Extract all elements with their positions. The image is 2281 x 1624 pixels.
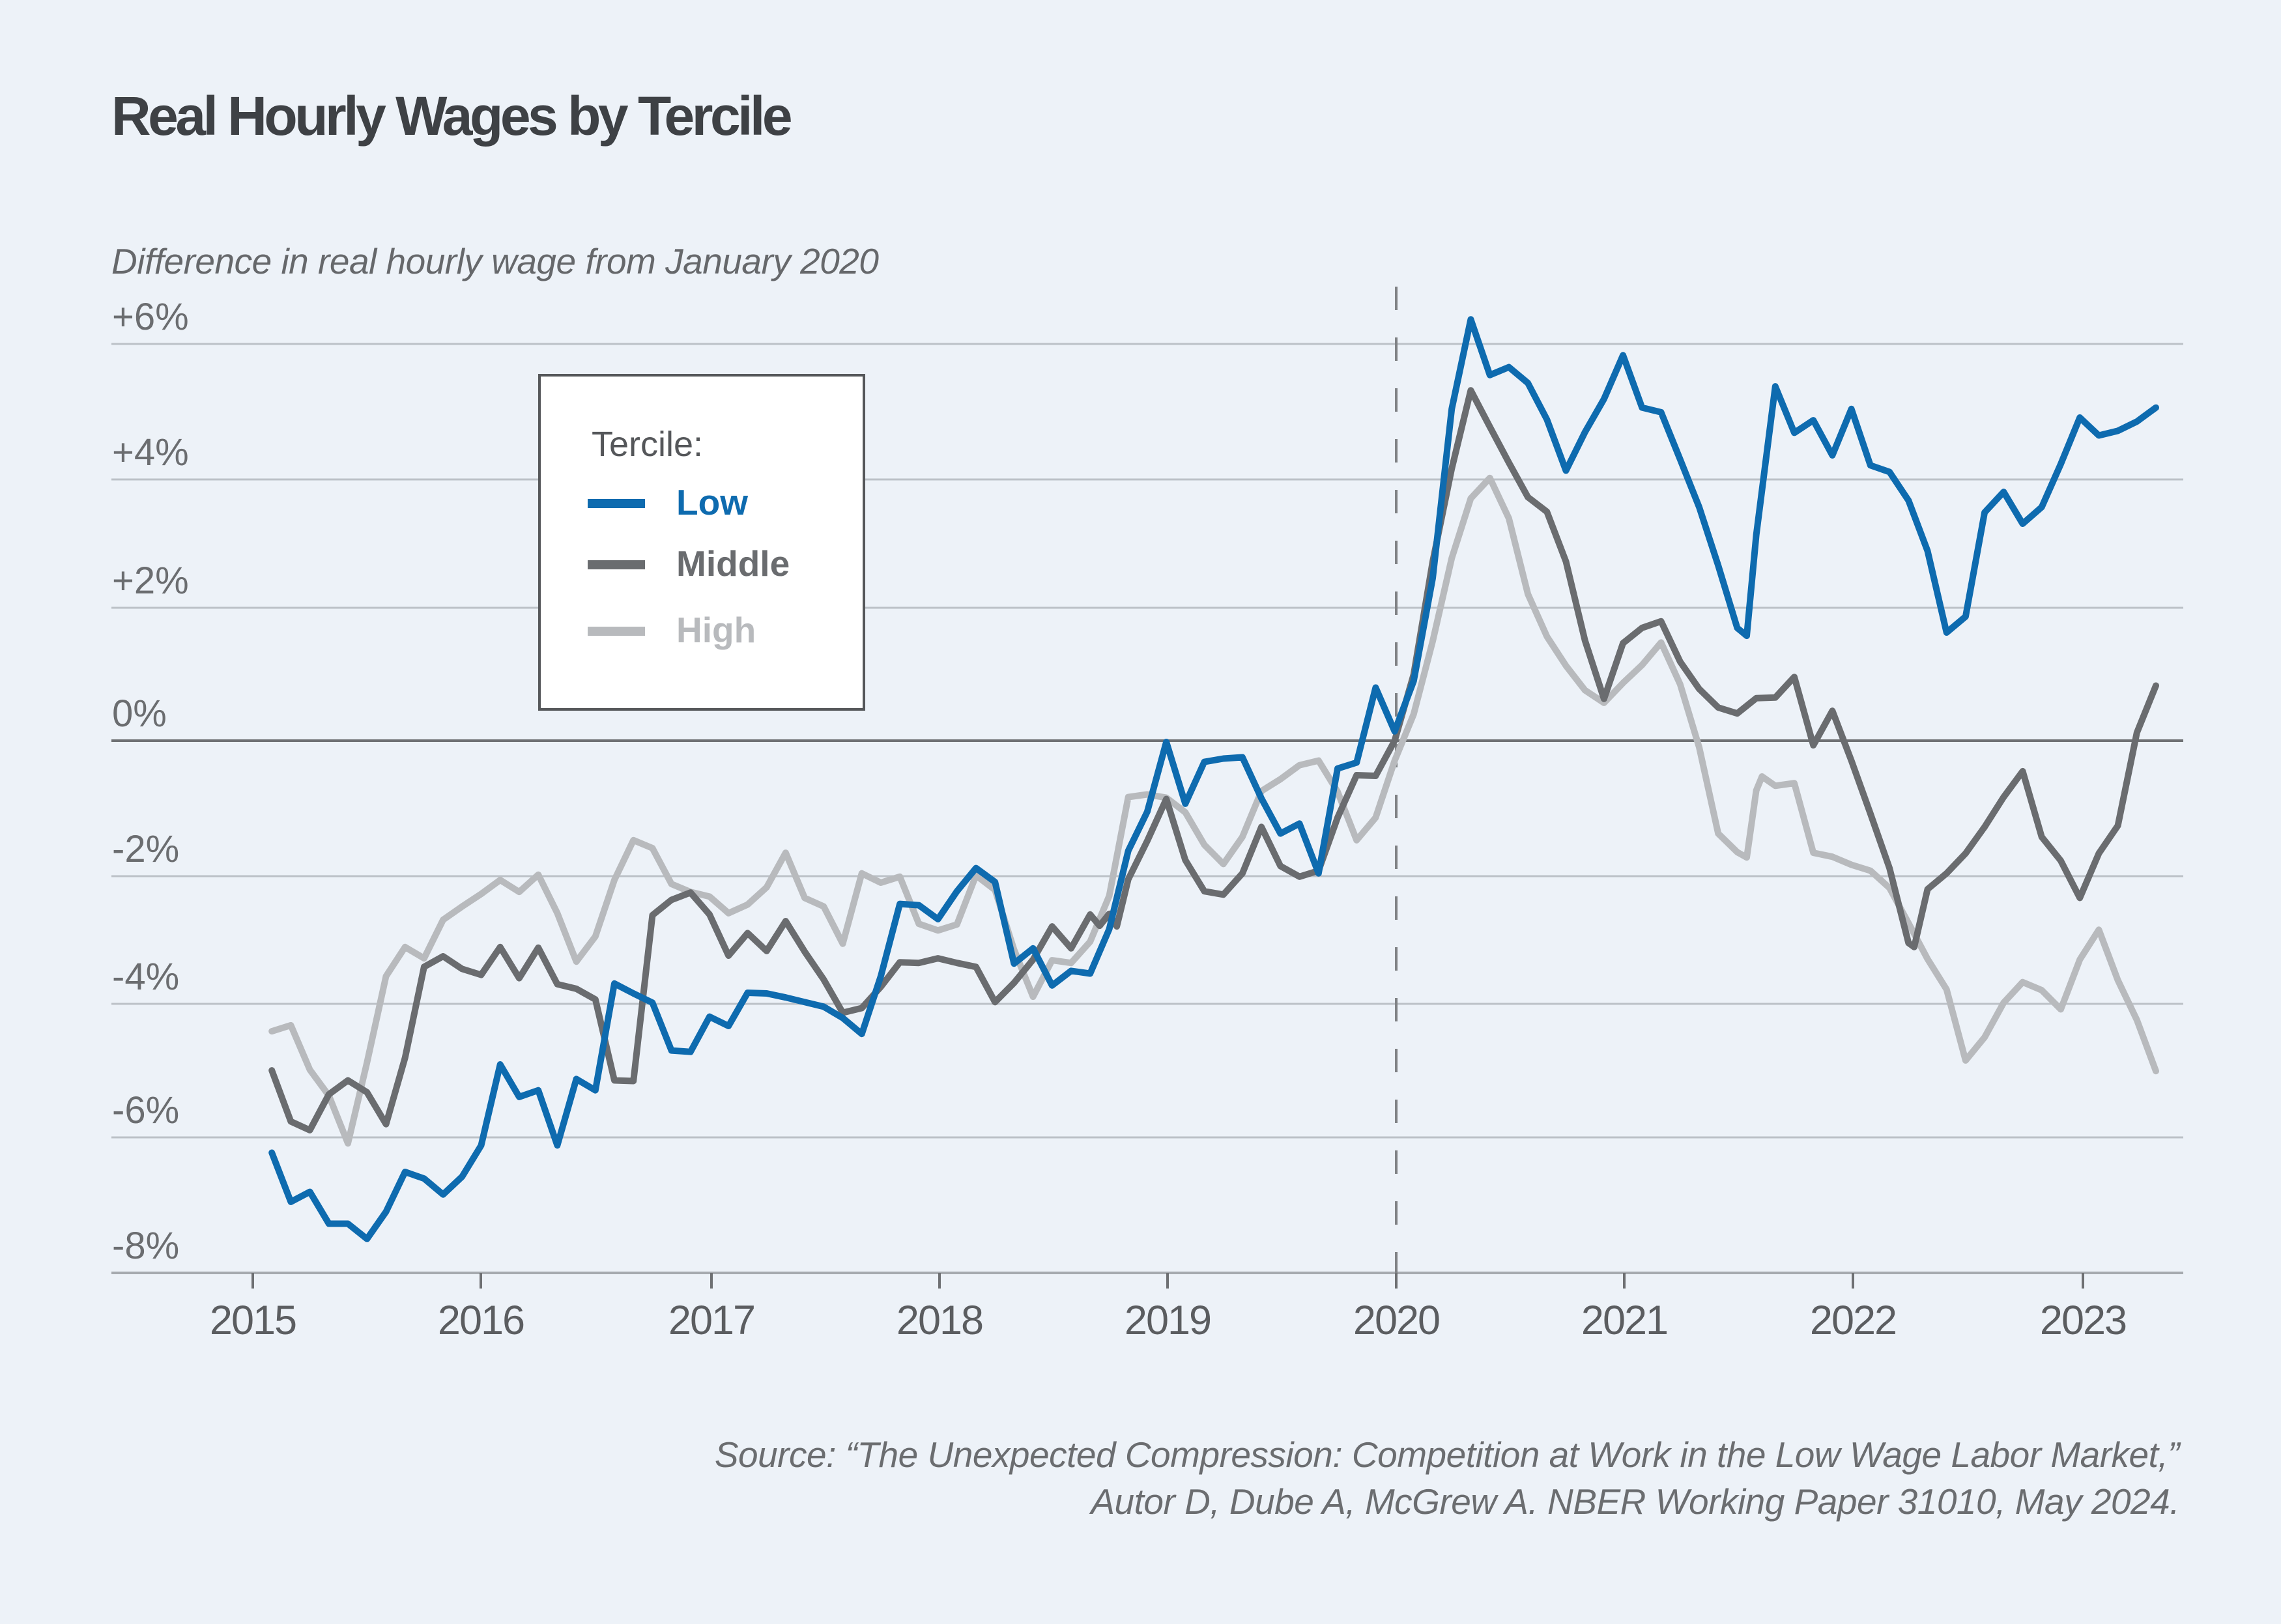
- svg-text:Tercile:: Tercile:: [592, 425, 703, 464]
- svg-text:High: High: [676, 610, 756, 650]
- svg-text:2016: 2016: [438, 1298, 524, 1343]
- svg-text:2018: 2018: [897, 1298, 983, 1343]
- svg-text:+2%: +2%: [112, 560, 189, 602]
- svg-text:2017: 2017: [668, 1298, 754, 1343]
- svg-text:Source: “The Unexpected Compre: Source: “The Unexpected Compression: Com…: [715, 1434, 2181, 1475]
- svg-text:2023: 2023: [2040, 1298, 2126, 1343]
- svg-text:0%: 0%: [112, 692, 167, 735]
- svg-text:+6%: +6%: [112, 296, 189, 338]
- svg-text:Autor D, Dube A, McGrew A. NBE: Autor D, Dube A, McGrew A. NBER Working …: [1089, 1481, 2179, 1522]
- svg-text:2020: 2020: [1353, 1298, 1439, 1343]
- svg-text:-4%: -4%: [112, 956, 179, 998]
- svg-text:+4%: +4%: [112, 431, 189, 474]
- svg-text:-2%: -2%: [112, 828, 179, 870]
- svg-text:2019: 2019: [1125, 1298, 1211, 1343]
- svg-text:Low: Low: [676, 482, 748, 522]
- svg-text:2022: 2022: [1810, 1298, 1896, 1343]
- svg-text:Middle: Middle: [676, 543, 790, 584]
- svg-text:-6%: -6%: [112, 1089, 179, 1132]
- svg-text:-8%: -8%: [112, 1225, 179, 1267]
- svg-text:2015: 2015: [210, 1298, 296, 1343]
- svg-text:2021: 2021: [1581, 1298, 1667, 1343]
- svg-text:Real Hourly Wages by Tercile: Real Hourly Wages by Tercile: [111, 85, 791, 147]
- svg-text:Difference in real hourly wage: Difference in real hourly wage from Janu…: [111, 241, 879, 281]
